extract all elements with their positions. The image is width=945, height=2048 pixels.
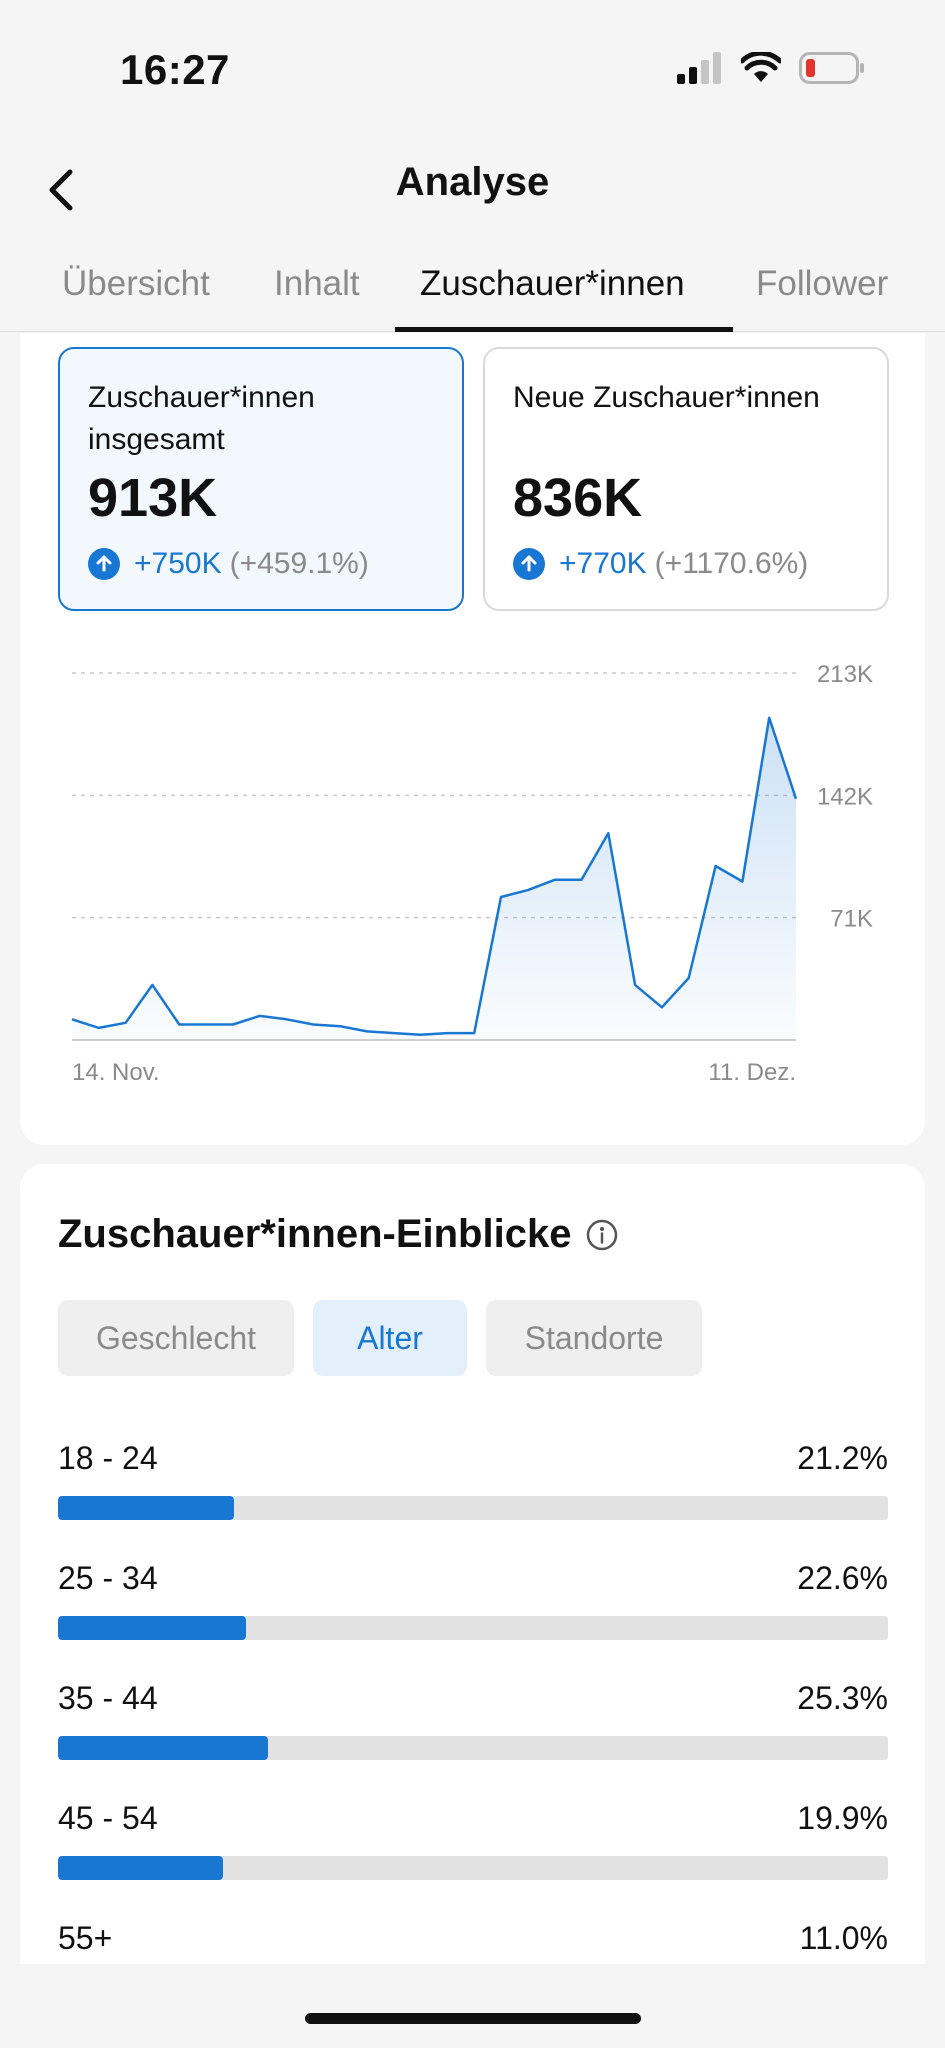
age-bar-track — [58, 1496, 888, 1520]
age-percentage: 21.2% — [797, 1440, 888, 1476]
chevron-left-icon — [49, 169, 73, 211]
signal-icon — [677, 52, 721, 84]
age-percentage: 22.6% — [797, 1560, 888, 1596]
tab-content[interactable]: Inhalt — [274, 264, 360, 303]
viewers-overview-card: Zuschauer*innen insgesamt 913K +750K (+4… — [20, 333, 925, 1145]
metric-new-viewers[interactable]: Neue Zuschauer*innen 836K +770K (+1170.6… — [483, 347, 889, 611]
back-button[interactable] — [32, 160, 92, 220]
age-bar-track — [58, 1736, 888, 1760]
filter-locations[interactable]: Standorte — [486, 1300, 702, 1376]
age-row: 25 - 34 22.6% — [58, 1560, 888, 1650]
status-icons — [677, 52, 865, 84]
metric-total-viewers[interactable]: Zuschauer*innen insgesamt 913K +750K (+4… — [58, 347, 464, 611]
metric-change: +770K (+1170.6%) — [513, 547, 808, 581]
age-bar-track — [58, 1856, 888, 1880]
age-label: 35 - 44 — [58, 1680, 158, 1716]
age-row: 45 - 54 19.9% — [58, 1800, 888, 1890]
arrow-up-icon — [513, 548, 545, 580]
y-tick-label: 142K — [817, 783, 873, 810]
page-title: Analyse — [395, 160, 550, 204]
metric-label: Zuschauer*innen insgesamt — [88, 381, 315, 456]
age-bar-fill — [58, 1616, 246, 1640]
viewers-line-chart: 213K 142K 71K 14. Nov. 11. Dez. — [71, 661, 873, 1086]
info-icon[interactable] — [585, 1218, 619, 1252]
status-time: 16:27 — [120, 46, 230, 93]
age-label: 55+ — [58, 1920, 113, 1956]
metric-change: +750K (+459.1%) — [88, 547, 369, 581]
age-row: 55+ 11.0% — [58, 1920, 888, 1964]
insights-title-text: Zuschauer*innen-Einblicke — [58, 1212, 572, 1256]
status-bar: 16:27 — [0, 0, 945, 140]
tab-bar: Übersicht Inhalt Zuschauer*innen Followe… — [0, 240, 945, 332]
age-bar-fill — [58, 1736, 268, 1760]
age-bar-fill — [58, 1496, 234, 1520]
change-percent: (+459.1%) — [229, 547, 369, 580]
home-indicator — [305, 2013, 641, 2024]
x-tick-label-end: 11. Dez. — [708, 1059, 796, 1086]
age-percentage: 11.0% — [799, 1920, 888, 1956]
tab-viewers[interactable]: Zuschauer*innen — [420, 264, 685, 303]
age-percentage: 19.9% — [797, 1800, 888, 1836]
change-percent: (+1170.6%) — [654, 547, 809, 580]
tab-followers[interactable]: Follower — [756, 264, 889, 303]
insights-title: Zuschauer*innen-Einblicke — [58, 1212, 619, 1257]
age-row: 35 - 44 25.3% — [58, 1680, 888, 1770]
age-percentage: 25.3% — [797, 1680, 888, 1716]
filter-gender[interactable]: Geschlecht — [58, 1300, 294, 1376]
change-absolute: +750K — [134, 547, 222, 580]
battery-icon — [799, 52, 864, 84]
age-row: 18 - 24 21.2% — [58, 1440, 888, 1530]
tab-overview[interactable]: Übersicht — [62, 264, 210, 303]
metric-value: 836K — [513, 468, 643, 528]
age-bar-track — [58, 1616, 888, 1640]
x-tick-label-start: 14. Nov. — [72, 1059, 160, 1086]
age-label: 25 - 34 — [58, 1560, 158, 1596]
chart-series-line — [71, 716, 798, 1037]
arrow-up-icon — [88, 548, 120, 580]
wifi-icon — [741, 52, 781, 82]
age-bar-fill — [58, 1856, 224, 1880]
y-tick-label: 71K — [830, 906, 873, 933]
y-tick-label: 213K — [817, 661, 873, 688]
change-absolute: +770K — [559, 547, 647, 580]
metric-label: Neue Zuschauer*innen — [513, 381, 820, 414]
filter-age[interactable]: Alter — [313, 1300, 467, 1376]
age-label: 18 - 24 — [58, 1440, 158, 1476]
chart-area-fill — [72, 717, 796, 1040]
metric-value: 913K — [88, 468, 218, 528]
age-label: 45 - 54 — [58, 1800, 158, 1836]
viewer-insights-card: Zuschauer*innen-Einblicke Geschlecht Alt… — [20, 1164, 925, 1964]
header: Analyse — [0, 140, 945, 240]
active-tab-indicator — [395, 327, 733, 332]
